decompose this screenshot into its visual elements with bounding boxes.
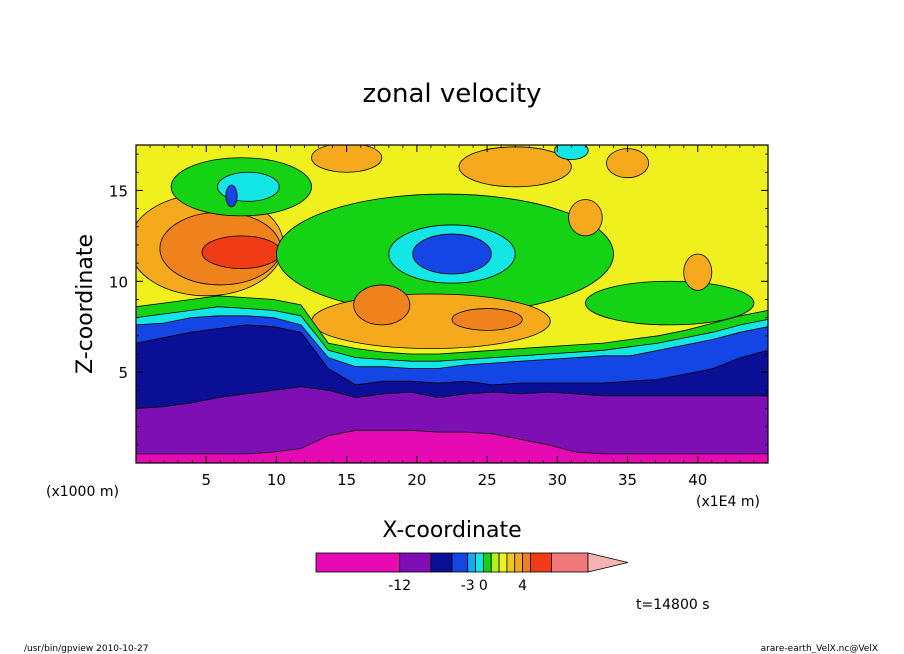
colorbar-tick-label: -12 [388, 578, 411, 594]
colorbar-tick-label: -3 [461, 578, 475, 594]
colorbar-band [399, 552, 432, 573]
colorbar-band [490, 552, 500, 573]
x-tick-label: 30 [548, 471, 567, 489]
contour-orange-top-a [311, 145, 383, 173]
x-unit-right: (x1E4 m) [696, 494, 760, 510]
colorbar-band [506, 552, 516, 573]
x-tick-label: 40 [688, 471, 707, 489]
contour-orange-top-d [606, 148, 650, 179]
colorbar-band [467, 552, 476, 573]
x-unit-left: (x1000 m) [46, 484, 119, 500]
layer-purple [136, 386, 768, 463]
y-axis: 5 10 15 [109, 153, 768, 446]
colorbar-band [315, 552, 401, 573]
y-axis-label: Z-coordinate [73, 234, 98, 374]
contour-orange-mid3 [451, 308, 523, 331]
contour-orange-top-c [568, 199, 603, 237]
x-axis-label: X-coordinate [382, 518, 521, 543]
y-tick-label: 10 [109, 273, 128, 291]
contour-orange-top-b [458, 146, 572, 188]
colorbar-tick-label: 0 [479, 578, 488, 594]
colorbar-tick-label: 4 [518, 578, 527, 594]
x-tick-label: 15 [337, 471, 356, 489]
colorbar-labels: -12 -3 0 4 [388, 578, 527, 594]
x-tick-label: 20 [407, 471, 426, 489]
colorbar-band [482, 552, 492, 573]
colorbar-band [522, 552, 531, 573]
colorbar-band [530, 552, 552, 573]
x-tick-label: 5 [201, 471, 211, 489]
contour-orange-right [683, 253, 713, 291]
time-label: t=14800 s [636, 597, 710, 613]
contour-orange-mid2 [353, 284, 411, 326]
colorbar-band [498, 552, 508, 573]
plot-frame [135, 144, 769, 464]
contour-field [136, 145, 768, 463]
colorbar-band [514, 552, 524, 573]
contour-cyan-top [554, 145, 589, 160]
x-tick-label: 10 [267, 471, 286, 489]
colorbar-band [475, 552, 484, 573]
chart-title: zonal velocity [362, 79, 541, 109]
x-axis: 5 10 15 20 25 30 35 40 [149, 145, 755, 489]
colorbar-extend-arrow [587, 552, 629, 573]
contour-blue-mid [412, 233, 492, 275]
colorbar-band [430, 552, 453, 573]
x-tick-label: 35 [618, 471, 637, 489]
y-tick-label: 5 [118, 364, 128, 382]
x-tick-label: 25 [478, 471, 497, 489]
layer-lower-magenta [136, 429, 768, 463]
footer-right: arare-earth_VelX.nc@VelX [761, 644, 878, 654]
colorbar-band [451, 552, 469, 573]
y-tick-label: 15 [109, 182, 128, 200]
colorbar [315, 552, 629, 573]
contour-red-core [201, 235, 282, 269]
contour-green-right [585, 280, 755, 326]
contour-blue-dot [225, 184, 238, 208]
footer-left: /usr/bin/gpview 2010-10-27 [24, 644, 148, 654]
colorbar-band [550, 552, 589, 573]
